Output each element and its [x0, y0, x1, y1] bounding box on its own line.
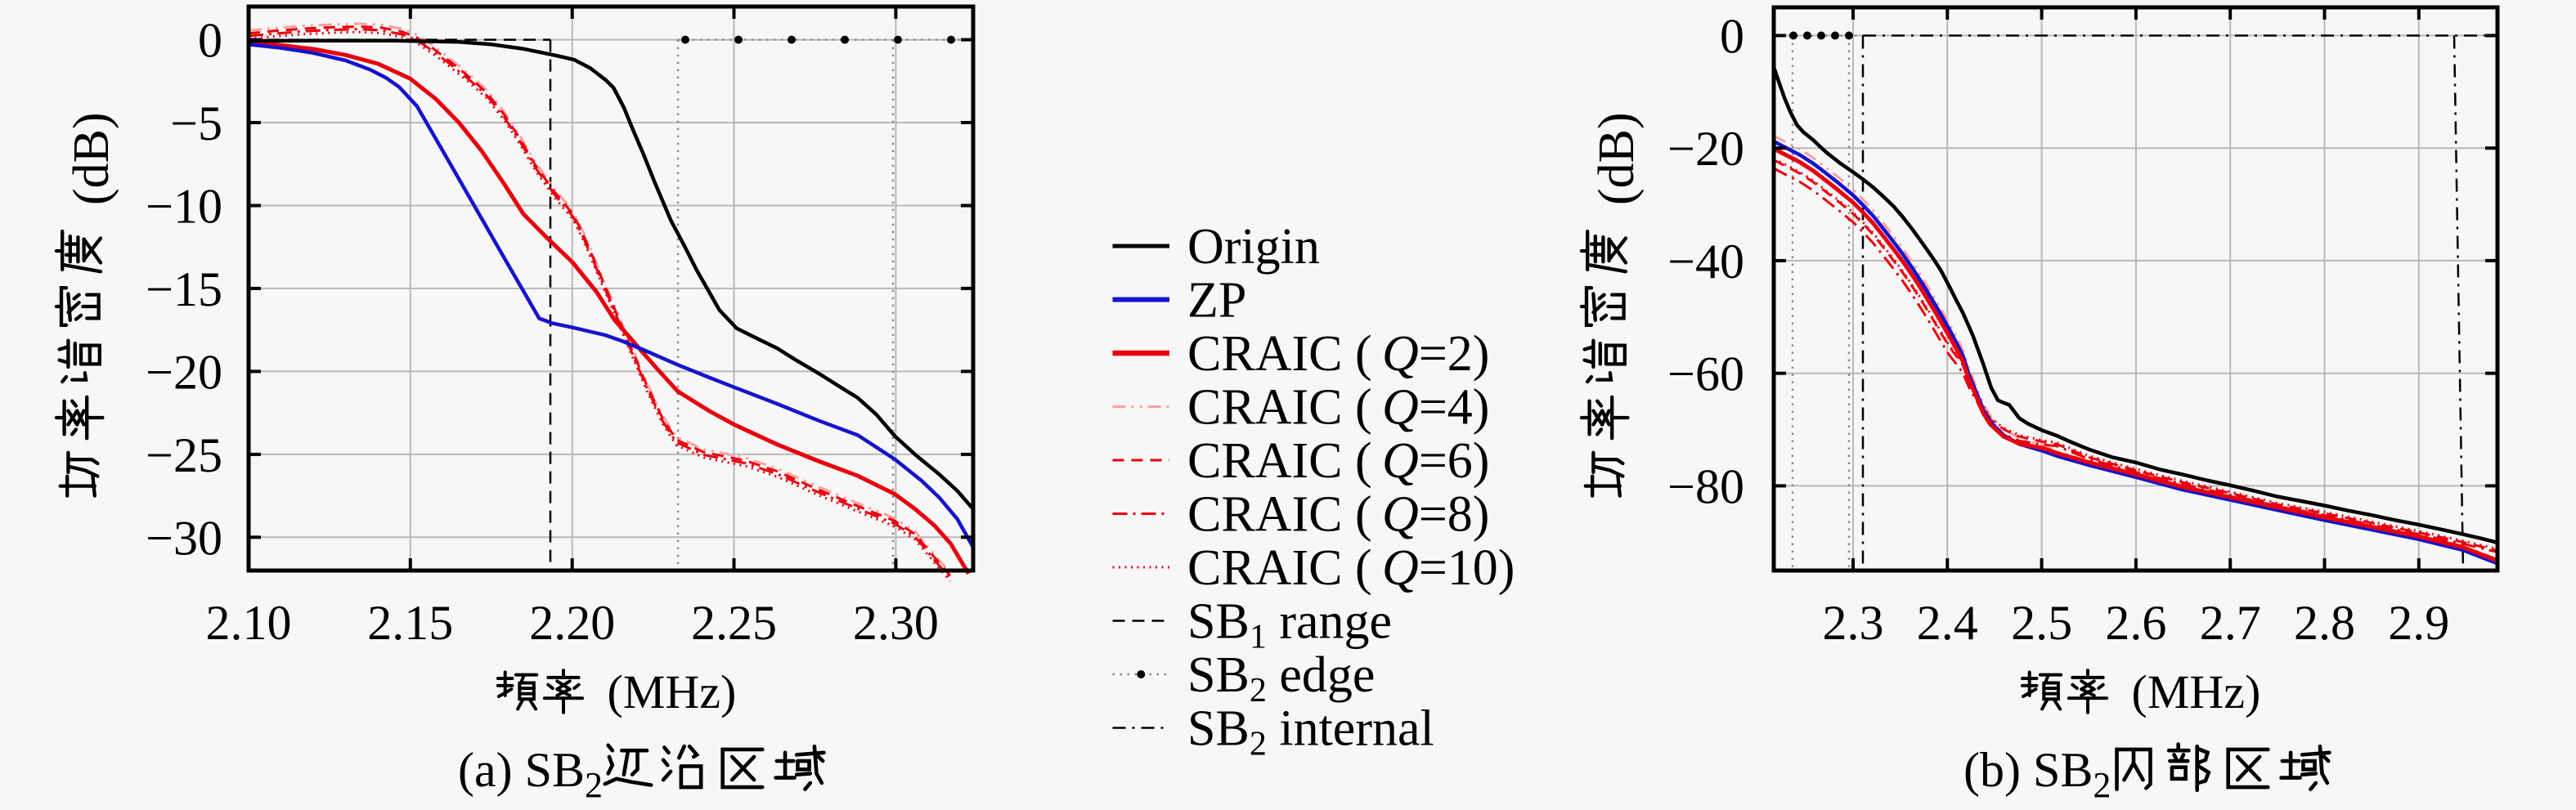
svg-text:2.6: 2.6: [2105, 596, 2166, 650]
svg-text:SB1 range: SB1 range: [1187, 594, 1392, 656]
svg-text:−80: −80: [1667, 459, 1744, 513]
svg-text:(MHz): (MHz): [2132, 665, 2261, 718]
svg-text:(dB): (dB): [64, 112, 119, 205]
svg-text:2.3: 2.3: [1823, 596, 1884, 650]
svg-text:2.8: 2.8: [2294, 596, 2355, 650]
svg-text:2.9: 2.9: [2388, 596, 2449, 650]
svg-text:−20: −20: [1667, 122, 1744, 176]
svg-text:2.30: 2.30: [853, 596, 939, 650]
svg-text:(MHz): (MHz): [608, 665, 737, 718]
svg-text:2.15: 2.15: [367, 596, 453, 650]
svg-text:−15: −15: [146, 262, 222, 316]
svg-text:−5: −5: [170, 96, 222, 150]
svg-text:(dB): (dB): [1589, 112, 1645, 205]
svg-text:CRAIC ( Q=6): CRAIC ( Q=6): [1187, 433, 1489, 489]
svg-text:2.7: 2.7: [2200, 596, 2261, 650]
svg-text:SB2 edge: SB2 edge: [1187, 647, 1375, 709]
svg-text:Origin: Origin: [1187, 219, 1320, 275]
svg-text:CRAIC ( Q=10): CRAIC ( Q=10): [1187, 540, 1515, 596]
svg-text:−25: −25: [146, 428, 222, 482]
svg-text:−40: −40: [1667, 235, 1744, 289]
svg-text:−20: −20: [146, 345, 222, 399]
svg-text:0: 0: [198, 14, 222, 68]
svg-text:2.10: 2.10: [206, 596, 292, 650]
svg-text:−30: −30: [146, 511, 222, 565]
svg-text:SB2 internal: SB2 internal: [1187, 701, 1434, 763]
svg-text:CRAIC ( Q=2): CRAIC ( Q=2): [1187, 326, 1489, 382]
svg-text:(b) SB2: (b) SB2: [1963, 743, 2111, 805]
svg-text:2.4: 2.4: [1917, 596, 1978, 650]
svg-text:−10: −10: [146, 180, 222, 234]
svg-text:2.20: 2.20: [529, 596, 615, 650]
svg-text:(a) SB2: (a) SB2: [458, 743, 603, 805]
svg-text:−60: −60: [1667, 347, 1744, 401]
svg-text:2.5: 2.5: [2011, 596, 2072, 650]
svg-text:CRAIC ( Q=8): CRAIC ( Q=8): [1187, 487, 1489, 543]
svg-text:0: 0: [1720, 10, 1744, 64]
svg-text:CRAIC ( Q=4): CRAIC ( Q=4): [1187, 380, 1489, 436]
svg-text:2.25: 2.25: [691, 596, 777, 650]
svg-text:ZP: ZP: [1187, 273, 1246, 329]
